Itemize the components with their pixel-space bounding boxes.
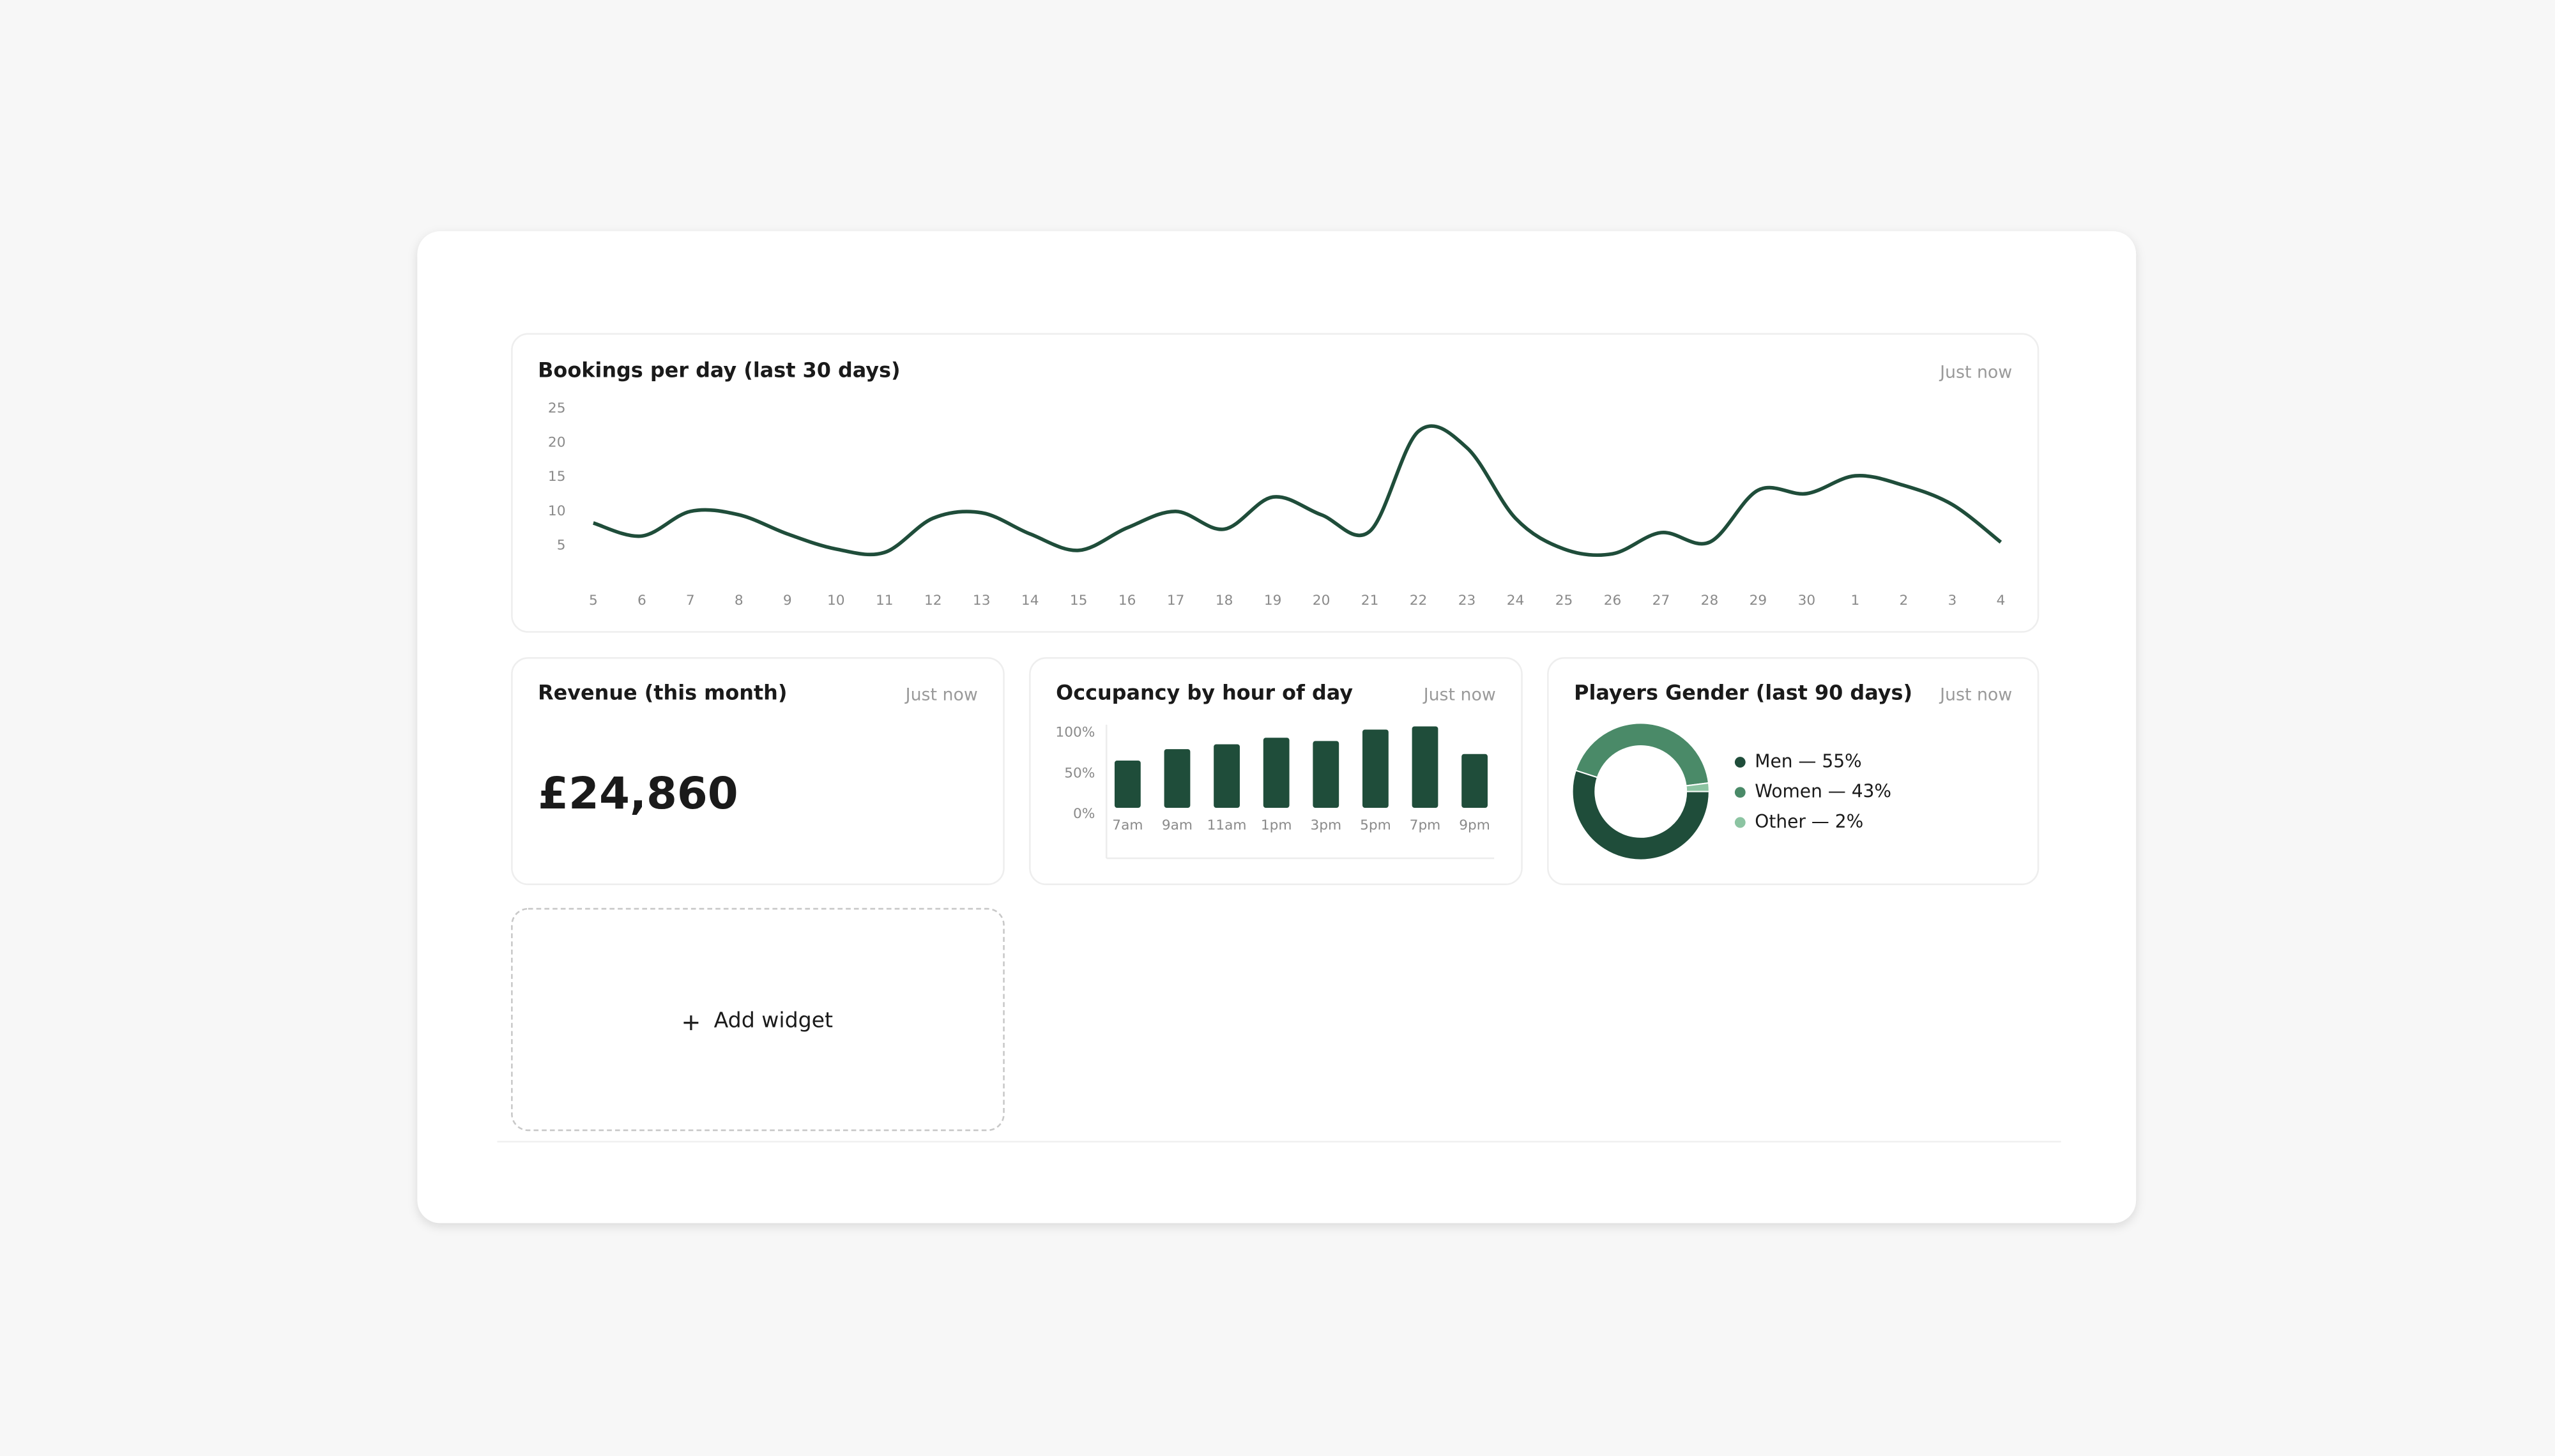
x-tick-label: 3pm (1310, 817, 1341, 833)
x-tick-label: 22 (1410, 593, 1428, 609)
x-tick-label: 19 (1264, 593, 1282, 609)
x-tick-label: 23 (1458, 593, 1476, 609)
card-title: Bookings per day (last 30 days) (538, 358, 900, 382)
bar (1412, 726, 1438, 808)
y-tick-label: 20 (548, 435, 566, 451)
x-tick-label: 9 (783, 593, 792, 609)
x-tick-label: 7pm (1410, 817, 1441, 833)
revenue-card (511, 657, 1005, 886)
card-status: Just now (904, 685, 978, 704)
x-tick-label: 13 (973, 593, 991, 609)
x-tick-label: 28 (1701, 593, 1719, 609)
add-widget-card[interactable] (511, 907, 1005, 1132)
card-title: Revenue (this month) (538, 680, 787, 704)
x-tick-label: 7 (686, 593, 695, 609)
legend-label: Other — 2% (1755, 811, 1863, 832)
x-tick-label: 17 (1167, 593, 1185, 609)
bar (1164, 749, 1191, 808)
x-tick-label: 24 (1507, 593, 1525, 609)
revenue-value: £24,860 (538, 768, 738, 819)
x-tick-label: 5 (589, 593, 598, 609)
plus-icon[interactable] (683, 1015, 699, 1031)
x-tick-label: 9pm (1459, 817, 1490, 833)
bar (1313, 741, 1339, 808)
bar (1263, 738, 1290, 808)
legend-label: Men — 55% (1755, 751, 1861, 772)
x-tick-label: 2 (1899, 593, 1908, 609)
legend-dot (1734, 757, 1746, 768)
bar (1114, 761, 1141, 808)
x-tick-label: 5pm (1360, 817, 1391, 833)
x-tick-label: 16 (1118, 593, 1136, 609)
card-title: Players Gender (last 90 days) (1574, 680, 1912, 704)
y-tick-label: 5 (557, 537, 566, 553)
x-tick-label: 4 (1996, 593, 2005, 609)
y-tick-label: 0% (1073, 806, 1095, 822)
add-widget-label[interactable]: Add widget (714, 1008, 833, 1033)
x-tick-label: 8 (735, 593, 744, 609)
x-tick-label: 1pm (1261, 817, 1292, 833)
y-tick-label: 50% (1064, 765, 1095, 781)
line (593, 424, 2002, 557)
x-tick-label: 18 (1216, 593, 1233, 609)
x-tick-label: 12 (924, 593, 942, 609)
x-tick-label: 29 (1750, 593, 1767, 609)
x-tick-label: 11 (876, 593, 894, 609)
donut-slice (1685, 782, 1710, 792)
card-status: Just now (1939, 363, 2012, 383)
x-tick-label: 11am (1207, 817, 1247, 833)
x-tick-label: 9am (1162, 817, 1193, 833)
line-card (511, 333, 2040, 633)
bar (1362, 729, 1389, 808)
x-tick-label: 27 (1652, 593, 1670, 609)
y-tick-label: 10 (548, 503, 566, 519)
x-tick-label: 25 (1555, 593, 1573, 609)
x-tick-label: 21 (1361, 593, 1379, 609)
x-tick-label: 26 (1604, 593, 1622, 609)
y-tick-label: 15 (548, 469, 566, 485)
donut-slice (1575, 722, 1710, 787)
card-status: Just now (1422, 685, 1496, 704)
bar (1214, 744, 1240, 808)
bar (1461, 754, 1488, 808)
card-title: Occupancy by hour of day (1056, 680, 1353, 704)
x-tick-label: 14 (1021, 593, 1039, 609)
x-tick-label: 10 (827, 593, 845, 609)
card-status: Just now (1939, 685, 2012, 704)
legend-label: Women — 43% (1755, 781, 1891, 802)
y-tick-label: 100% (1055, 725, 1095, 741)
x-tick-label: 3 (1948, 593, 1956, 609)
x-tick-label: 1 (1851, 593, 1860, 609)
legend-dot (1734, 787, 1746, 798)
y-tick-label: 25 (548, 400, 566, 416)
donut-slice (1571, 770, 1710, 861)
x-tick-label: 7am (1112, 817, 1143, 833)
x-tick-label: 20 (1313, 593, 1331, 609)
x-tick-label: 15 (1070, 593, 1088, 609)
legend-dot (1734, 817, 1746, 828)
x-tick-label: 6 (637, 593, 646, 609)
x-tick-label: 30 (1798, 593, 1816, 609)
